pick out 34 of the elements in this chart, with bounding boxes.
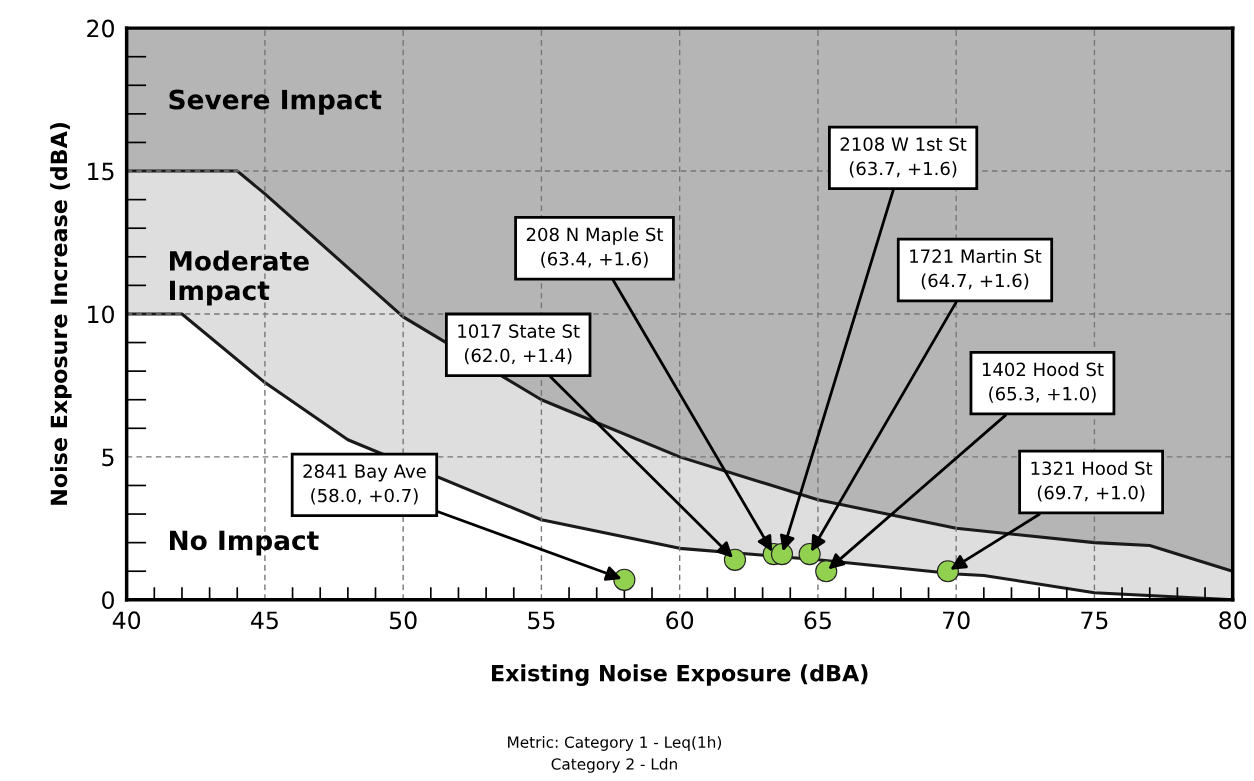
annotation: No Impact — [170, 530, 319, 556]
x-axis-title: Existing Noise Exposure (dBA) — [491, 664, 868, 687]
point — [723, 548, 747, 571]
y-axis-title: Noise Exposure Increase (dBA) — [50, 123, 72, 505]
point — [770, 542, 794, 566]
y-tick-label: 10 — [88, 305, 114, 324]
point — [798, 542, 821, 566]
x-tick-label: 60 — [666, 611, 694, 630]
annotation: 1017 State St (62.0, +1.4) — [458, 324, 580, 365]
point — [613, 568, 636, 591]
annotation: 2108 W 1st St (63.7, +1.6) — [840, 137, 967, 178]
point — [936, 560, 959, 583]
annotation: Moderate Impact — [170, 250, 309, 306]
point — [815, 560, 838, 583]
annotation: 1721 Martin St (64.7, +1.6) — [910, 249, 1042, 290]
text: Category 2 - Ldn — [551, 757, 677, 773]
y-tick-label: 0 — [102, 591, 114, 610]
x-tick-label: 65 — [804, 611, 831, 630]
x-tick-label: 55 — [528, 611, 555, 630]
x-tick-label: 40 — [112, 611, 141, 630]
annotation: 1321 Hood St (69.7, +1.0) — [1031, 461, 1153, 502]
y-tick-label: 5 — [102, 448, 114, 467]
annotation: 2841 Bay Ave (58.0, +0.7) — [303, 464, 426, 505]
y-tick-label: 15 — [88, 162, 114, 181]
x-tick-label: 75 — [1081, 611, 1108, 630]
text: Metric: Category 1 - Leq(1h) — [508, 736, 722, 751]
annotation: Severe Impact — [169, 89, 382, 115]
x-tick-label: 70 — [943, 611, 970, 630]
x-tick-label: 45 — [251, 611, 278, 630]
annotation: 208 N Maple St (63.4, +1.6) — [526, 227, 664, 268]
x-tick-label: 50 — [389, 611, 417, 630]
annotation: 1402 Hood St (65.3, +1.0) — [982, 362, 1104, 403]
y-tick-label: 20 — [87, 19, 114, 38]
x-tick-label: 80 — [1219, 611, 1247, 630]
